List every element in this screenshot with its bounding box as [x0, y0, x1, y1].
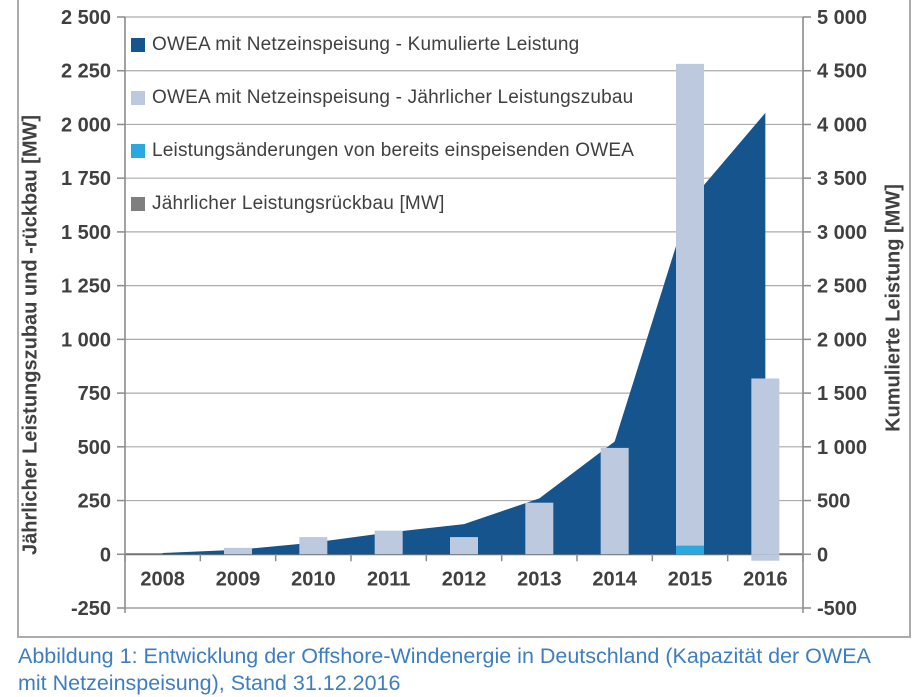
annual-addition-bar: [224, 547, 252, 555]
left-tick-label: 250: [78, 491, 111, 513]
plot-svg: 2 500 2 250 2 000 1 750 1 500 1 250 1 000 750 50…: [61, 7, 867, 620]
power-change-segment: [676, 545, 704, 555]
right-tick-label: 3 500: [817, 168, 867, 190]
year-label: 2014: [592, 568, 637, 590]
annual-addition-bar: [751, 378, 780, 555]
right-tick-label: 500: [817, 491, 850, 513]
right-tick-label: 1 000: [817, 437, 867, 459]
legend-swatch-annual-addition-icon: [131, 91, 145, 105]
year-label: 2010: [291, 568, 336, 590]
year-label: 2013: [517, 568, 562, 590]
legend-row-power-change: Leistungsänderungen von bereits einspeis…: [131, 140, 635, 161]
legend-swatch-cumulative-icon: [131, 38, 145, 52]
year-label: 2009: [216, 568, 261, 590]
left-tick-label: -250: [71, 598, 111, 620]
legend-label-annual-addition: OWEA mit Netzeinspeisung - Jährlicher Le…: [152, 87, 634, 108]
plot-area: 2 500 2 250 2 000 1 750 1 500 1 250 1 000 750 50…: [61, 7, 867, 620]
legend-swatch-decommissioning-icon: [131, 197, 145, 211]
legend-label-power-change: Leistungsänderungen von bereits einspeis…: [152, 140, 635, 161]
year-label: 2008: [140, 568, 185, 590]
left-tick-label: 500: [78, 437, 111, 459]
right-tick-label: 1 500: [817, 383, 867, 405]
year-label: 2016: [743, 568, 788, 590]
left-tick-label: 1 500: [61, 222, 111, 244]
annual-addition-bar: [374, 530, 403, 555]
legend-row-cumulative: OWEA mit Netzeinspeisung - Kumulierte Le…: [131, 34, 580, 55]
left-axis-title: Jährlicher Leistungszubau und -rückbau […: [19, 114, 42, 556]
right-tick-label: -500: [817, 598, 857, 620]
right-axis-title: Kumulierte Leistung [MW]: [882, 184, 905, 432]
legend-row-decommissioning: Jährlicher Leistungsrückbau [MW]: [131, 193, 445, 214]
cumulative-area: [162, 112, 766, 555]
left-tick-label: 2 250: [61, 61, 111, 83]
left-tick-label: 1 750: [61, 168, 111, 190]
figure-caption: Abbildung 1: Entwicklung der Offshore-Wi…: [18, 644, 870, 695]
below-zero-segment: [751, 554, 780, 561]
right-tick-label: 4 500: [817, 61, 867, 83]
right-tick-label: 4 000: [817, 114, 867, 136]
left-tick-label: 1 000: [61, 329, 111, 351]
legend-row-annual-addition: OWEA mit Netzeinspeisung - Jährlicher Le…: [131, 87, 634, 108]
chart-frame: [17, 0, 911, 638]
right-tick-label: 0: [817, 544, 828, 566]
annual-addition-bar: [525, 502, 554, 555]
left-tick-label: 2 000: [61, 114, 111, 136]
left-tick-label: 750: [78, 383, 111, 405]
right-tick-label: 5 000: [817, 7, 867, 29]
annual-addition-bar: [450, 537, 478, 555]
year-label: 2012: [442, 568, 487, 590]
annual-addition-bar: [676, 63, 704, 555]
annual-addition-bar: [600, 447, 629, 555]
legend-label-cumulative: OWEA mit Netzeinspeisung - Kumulierte Le…: [152, 34, 580, 55]
legend-swatch-power-change-icon: [131, 144, 145, 158]
legend-label-decommissioning: Jährlicher Leistungsrückbau [MW]: [152, 193, 445, 214]
right-tick-label: 2 500: [817, 276, 867, 298]
year-label: 2015: [668, 568, 713, 590]
right-tick-label: 2 000: [817, 329, 867, 351]
left-tick-label: 1 250: [61, 276, 111, 298]
left-tick-label: 0: [100, 544, 111, 566]
left-tick-label: 2 500: [61, 7, 111, 29]
annual-addition-bar: [299, 537, 328, 555]
year-label: 2011: [367, 568, 410, 590]
right-tick-label: 3 000: [817, 222, 867, 244]
